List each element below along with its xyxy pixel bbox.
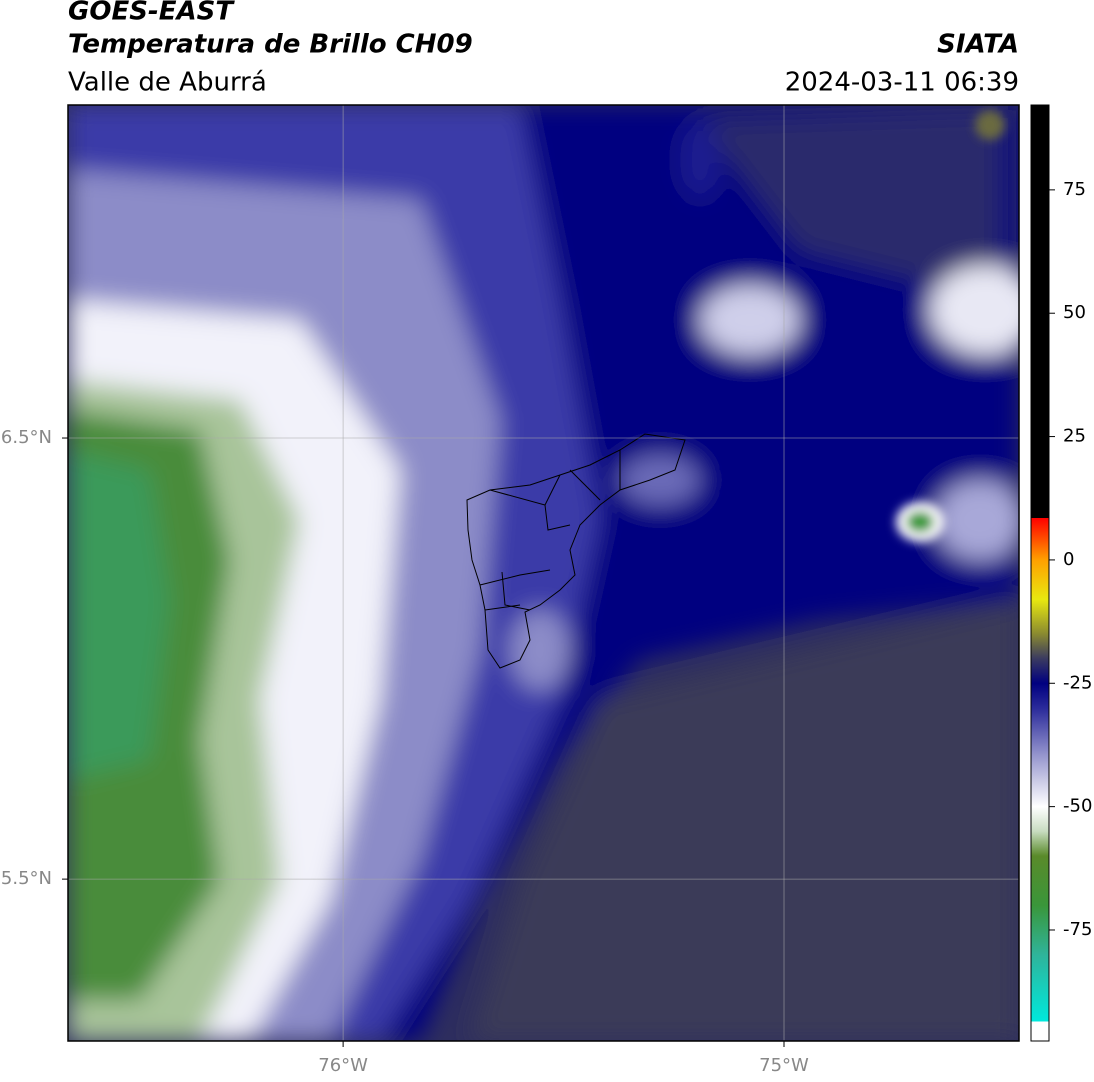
lat-tick-label: 6.5°N [1, 427, 52, 448]
colorbar-tick-label: -50 [1063, 796, 1092, 817]
basin-outline [466, 433, 686, 669]
datetime: 2024-03-11 06:39 [785, 68, 1019, 98]
grid [62, 105, 1019, 1047]
map-frame [67, 104, 1020, 1042]
title: GOES-EAST [68, 0, 235, 27]
subtitle: Temperatura de Brillo CH09 [68, 30, 473, 60]
colorbar-tick-label: 75 [1063, 179, 1086, 200]
colorbar-tick-label: -75 [1063, 919, 1092, 940]
colorbar: 75 50 25 0 -25 -50 -75 [1030, 104, 1092, 1042]
region: Valle de Aburrá [68, 68, 267, 98]
colorbar-tick-label: -25 [1063, 672, 1092, 693]
colorbar-fill [1030, 104, 1050, 1042]
colorbar-tick-label: 25 [1063, 426, 1086, 447]
lat-tick-label: 5.5°N [1, 868, 52, 889]
lon-tick-label: 75°W [759, 1055, 809, 1076]
source: SIATA [937, 30, 1019, 60]
satellite-image [68, 105, 1019, 1041]
colorbar-tick-label: 0 [1063, 549, 1074, 570]
lon-tick-label: 76°W [318, 1055, 368, 1076]
colorbar-tick-label: 50 [1063, 302, 1086, 323]
